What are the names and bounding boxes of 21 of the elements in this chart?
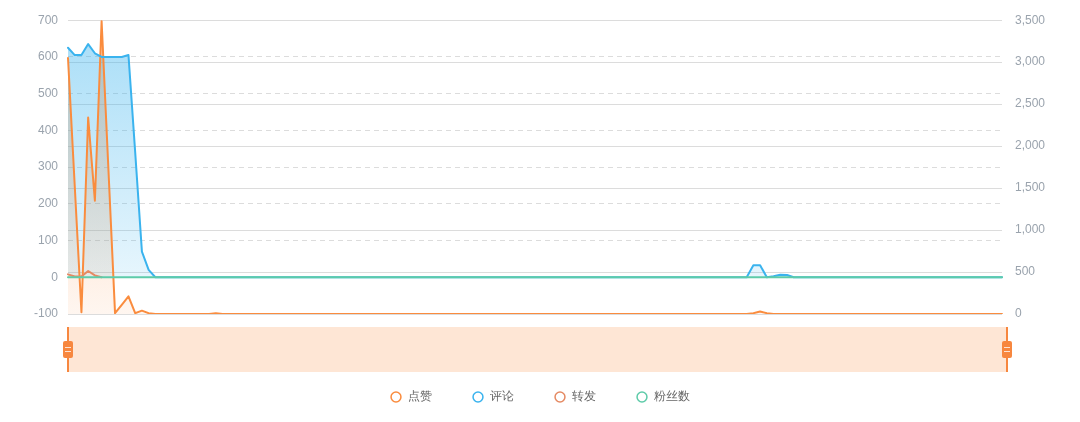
legend-label: 转发 [572,389,596,404]
y-tick-label: 700 [37,12,59,27]
y2-tick-label: 1,000 [1015,222,1046,237]
legend-label: 粉丝数 [654,389,690,404]
y-tick-label: -100 [33,306,59,321]
y-tick-label: 100 [37,232,59,247]
y-tick-label: 200 [37,196,59,211]
y-tick-label: 0 [51,269,59,284]
y2-tick-label: 3,000 [1015,54,1046,69]
legend-label: 点赞 [408,389,432,404]
y2-tick-label: 0 [1015,306,1022,321]
y2-tick-label: 2,500 [1015,96,1046,111]
legend-label: 评论 [490,389,514,404]
y-tick-label: 500 [37,85,59,100]
y-tick-label: 300 [37,159,59,174]
y2-tick-label: 3,500 [1015,12,1046,27]
y2-tick-label: 500 [1015,264,1036,279]
y-tick-label: 400 [37,122,59,137]
y-tick-label: 600 [37,49,59,64]
y2-tick-label: 2,000 [1015,138,1046,153]
y2-tick-label: 1,500 [1015,180,1046,195]
